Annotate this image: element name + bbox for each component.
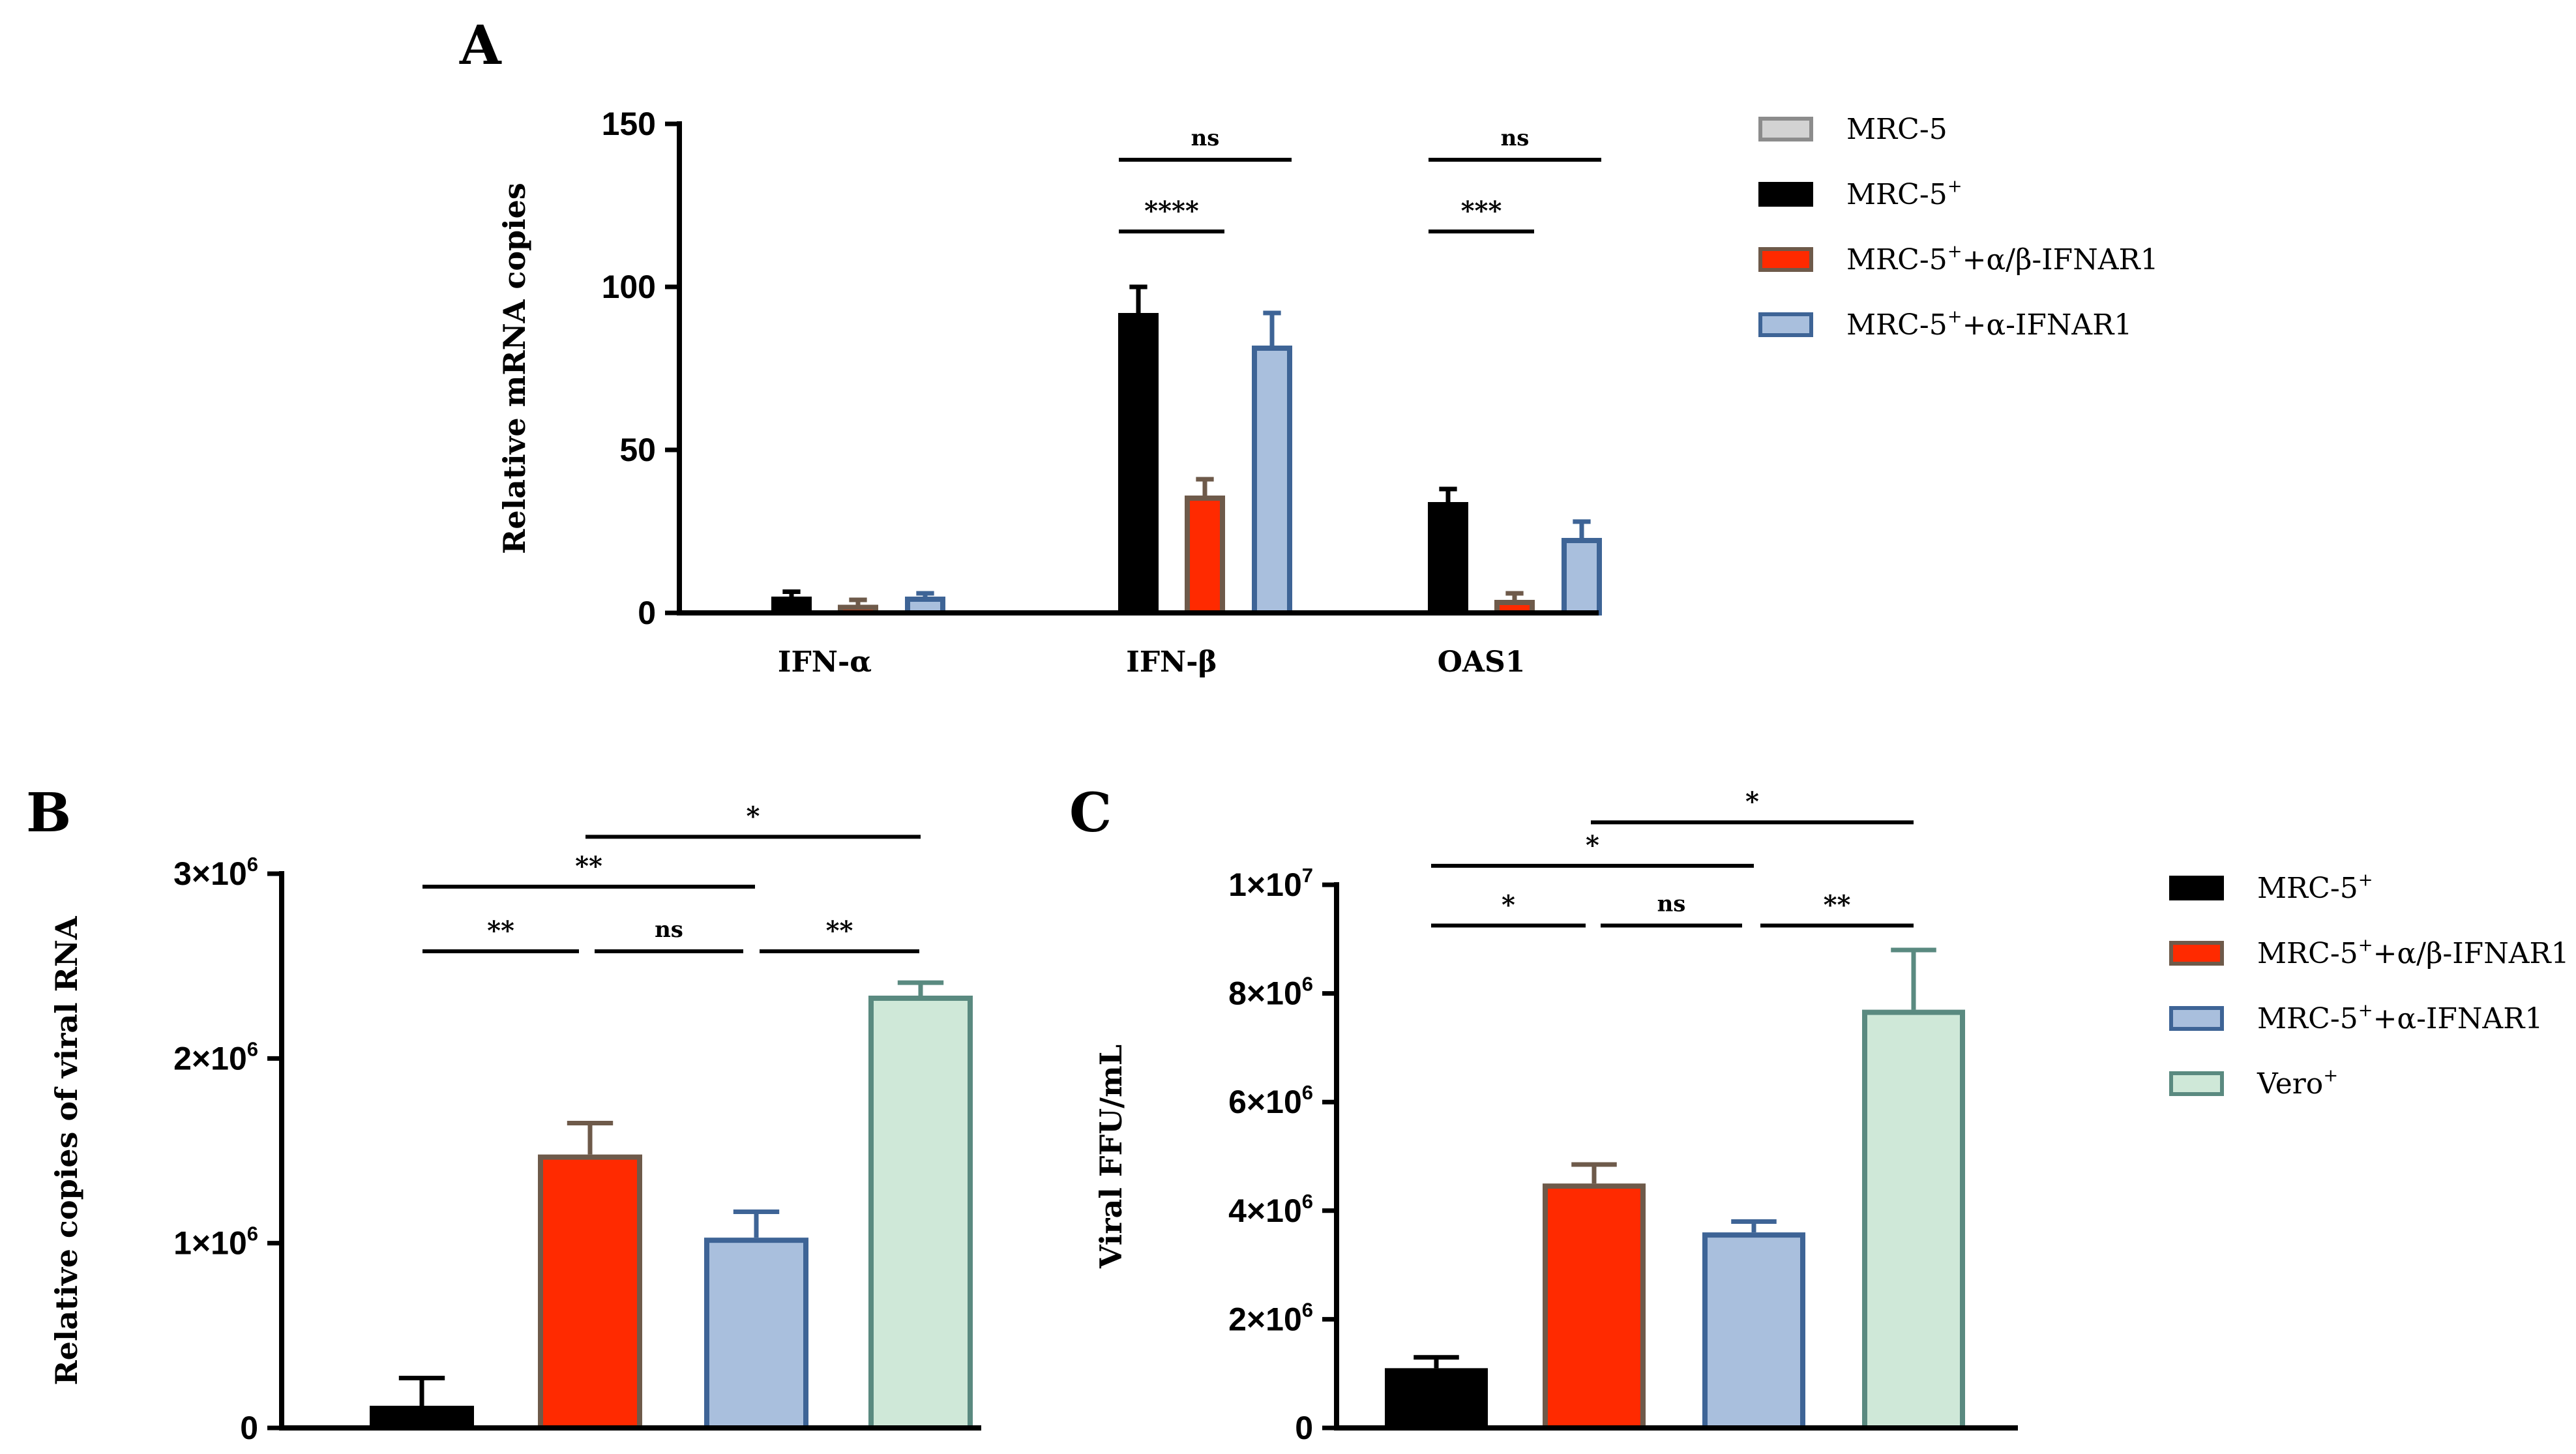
panel-a-legend-label: MRC-5++α-IFNAR1	[1846, 307, 2132, 342]
panel-b-y-tick-label: 3×106	[173, 853, 258, 892]
panel-a-2-3-bar	[1562, 538, 1602, 616]
panel-a-significance-label: ns	[1501, 125, 1530, 151]
panel-b-3-bar	[868, 996, 973, 1431]
panel-c: C 0 2×106 4×106 6×106 8×106 1×107 Viral FFU/mL…	[1069, 782, 2569, 1446]
panel-b-y-tick-label: 1×106	[173, 1223, 258, 1262]
panel-a-y-tick-label: 150	[602, 106, 656, 142]
panel-c-1-bar	[1543, 1183, 1646, 1431]
panel-a-legend-swatch	[1758, 117, 1813, 141]
panel-c-legend-label: Vero+	[2257, 1066, 2338, 1101]
panel-a-legend-label: MRC-5+	[1846, 177, 1962, 211]
panel-c-legend-swatch	[2169, 941, 2224, 966]
panel-c-significance-label: *	[1502, 889, 1515, 920]
panel-b-significance-label: *	[747, 801, 760, 831]
panel-c-0-bar	[1385, 1368, 1488, 1431]
panel-b-2-bar	[704, 1238, 808, 1431]
panel-c-significance-label: *	[1586, 830, 1599, 861]
panel-a-y-axis-title: Relative mRNA copies	[497, 183, 532, 554]
panel-a-letter: A	[459, 14, 502, 77]
panel-b-significance-label: **	[575, 851, 602, 882]
panel-a-1-1-bar	[1118, 313, 1159, 616]
panel-a-significance-label: ***	[1461, 196, 1502, 226]
panel-c-legend-swatch	[2169, 1006, 2224, 1031]
panel-a-legend-swatch	[1758, 247, 1813, 272]
panel-c-legend-swatch	[2169, 1071, 2224, 1096]
panel-c-y-tick-label: 6×106	[1228, 1081, 1313, 1120]
panel-c-significance-label: **	[1824, 889, 1851, 920]
panel-c-y-tick-label: 0	[1295, 1410, 1313, 1446]
panel-c-2-bar	[1702, 1232, 1805, 1431]
panel-c-legend-label: MRC-5++α/β-IFNAR1	[2257, 936, 2569, 970]
panel-b-significance-label: ns	[655, 917, 683, 943]
panel-a-legend-swatch	[1758, 182, 1813, 207]
panel-b: B 0 1×106 2×106 3×106 Relative copies of vir…	[26, 782, 981, 1446]
panel-a-significance-label: ns	[1191, 125, 1220, 151]
panel-c-y-tick-label: 4×106	[1228, 1190, 1313, 1229]
panel-c-letter: C	[1069, 782, 1112, 844]
panel-c-legend-label: MRC-5++α-IFNAR1	[2257, 1001, 2543, 1035]
panel-a-legend-label: MRC-5++α/β-IFNAR1	[1846, 242, 2159, 276]
panel-a-y-tick-label: 100	[602, 269, 656, 305]
panel-b-y-tick-label: 2×106	[173, 1037, 258, 1076]
panel-a-y-tick-label: 0	[638, 595, 656, 631]
panel-a-1-2-bar	[1185, 496, 1225, 616]
panel-c-y-axis-title: Viral FFU/mL	[1093, 1045, 1129, 1269]
panel-b-1-bar	[538, 1154, 642, 1431]
panel-a-significance-label: ****	[1144, 196, 1199, 226]
panel-c-legend-label: MRC-5+	[2257, 870, 2373, 905]
panel-b-y-tick-label: 0	[240, 1410, 258, 1446]
panel-b-significance-label: **	[487, 915, 514, 946]
panel-a-2-1-bar	[1428, 502, 1468, 616]
panel-a-category-label: IFN-β	[1126, 645, 1217, 679]
panel-c-significance-label: *	[1745, 786, 1759, 817]
panel-a-y-tick-label: 50	[619, 432, 656, 468]
panel-a-1-3-bar	[1252, 346, 1292, 616]
panel-a-category-label: OAS1	[1438, 645, 1526, 679]
panel-b-y-axis-title: Relative copies of viral RNA	[49, 915, 84, 1386]
panel-b-0-bar	[370, 1406, 474, 1431]
panel-c-y-tick-label: 2×106	[1228, 1298, 1313, 1337]
panel-c-y-tick-label: 1×107	[1228, 864, 1313, 903]
panel-c-significance-label: ns	[1657, 891, 1686, 917]
panel-c-legend-swatch	[2169, 876, 2224, 900]
panel-a-legend-swatch	[1758, 312, 1813, 337]
panel-a-category-label: IFN-α	[778, 645, 872, 679]
panel-c-3-bar	[1862, 1009, 1965, 1431]
panel-b-letter: B	[26, 782, 71, 844]
panel-b-significance-label: **	[826, 915, 853, 946]
panel-c-y-tick-label: 8×106	[1228, 973, 1313, 1012]
panel-a: A 0 50 100 150 Relative mRNA copies IFN-α IFN-…	[459, 14, 2159, 679]
panel-a-legend-label: MRC-5	[1846, 113, 1947, 146]
